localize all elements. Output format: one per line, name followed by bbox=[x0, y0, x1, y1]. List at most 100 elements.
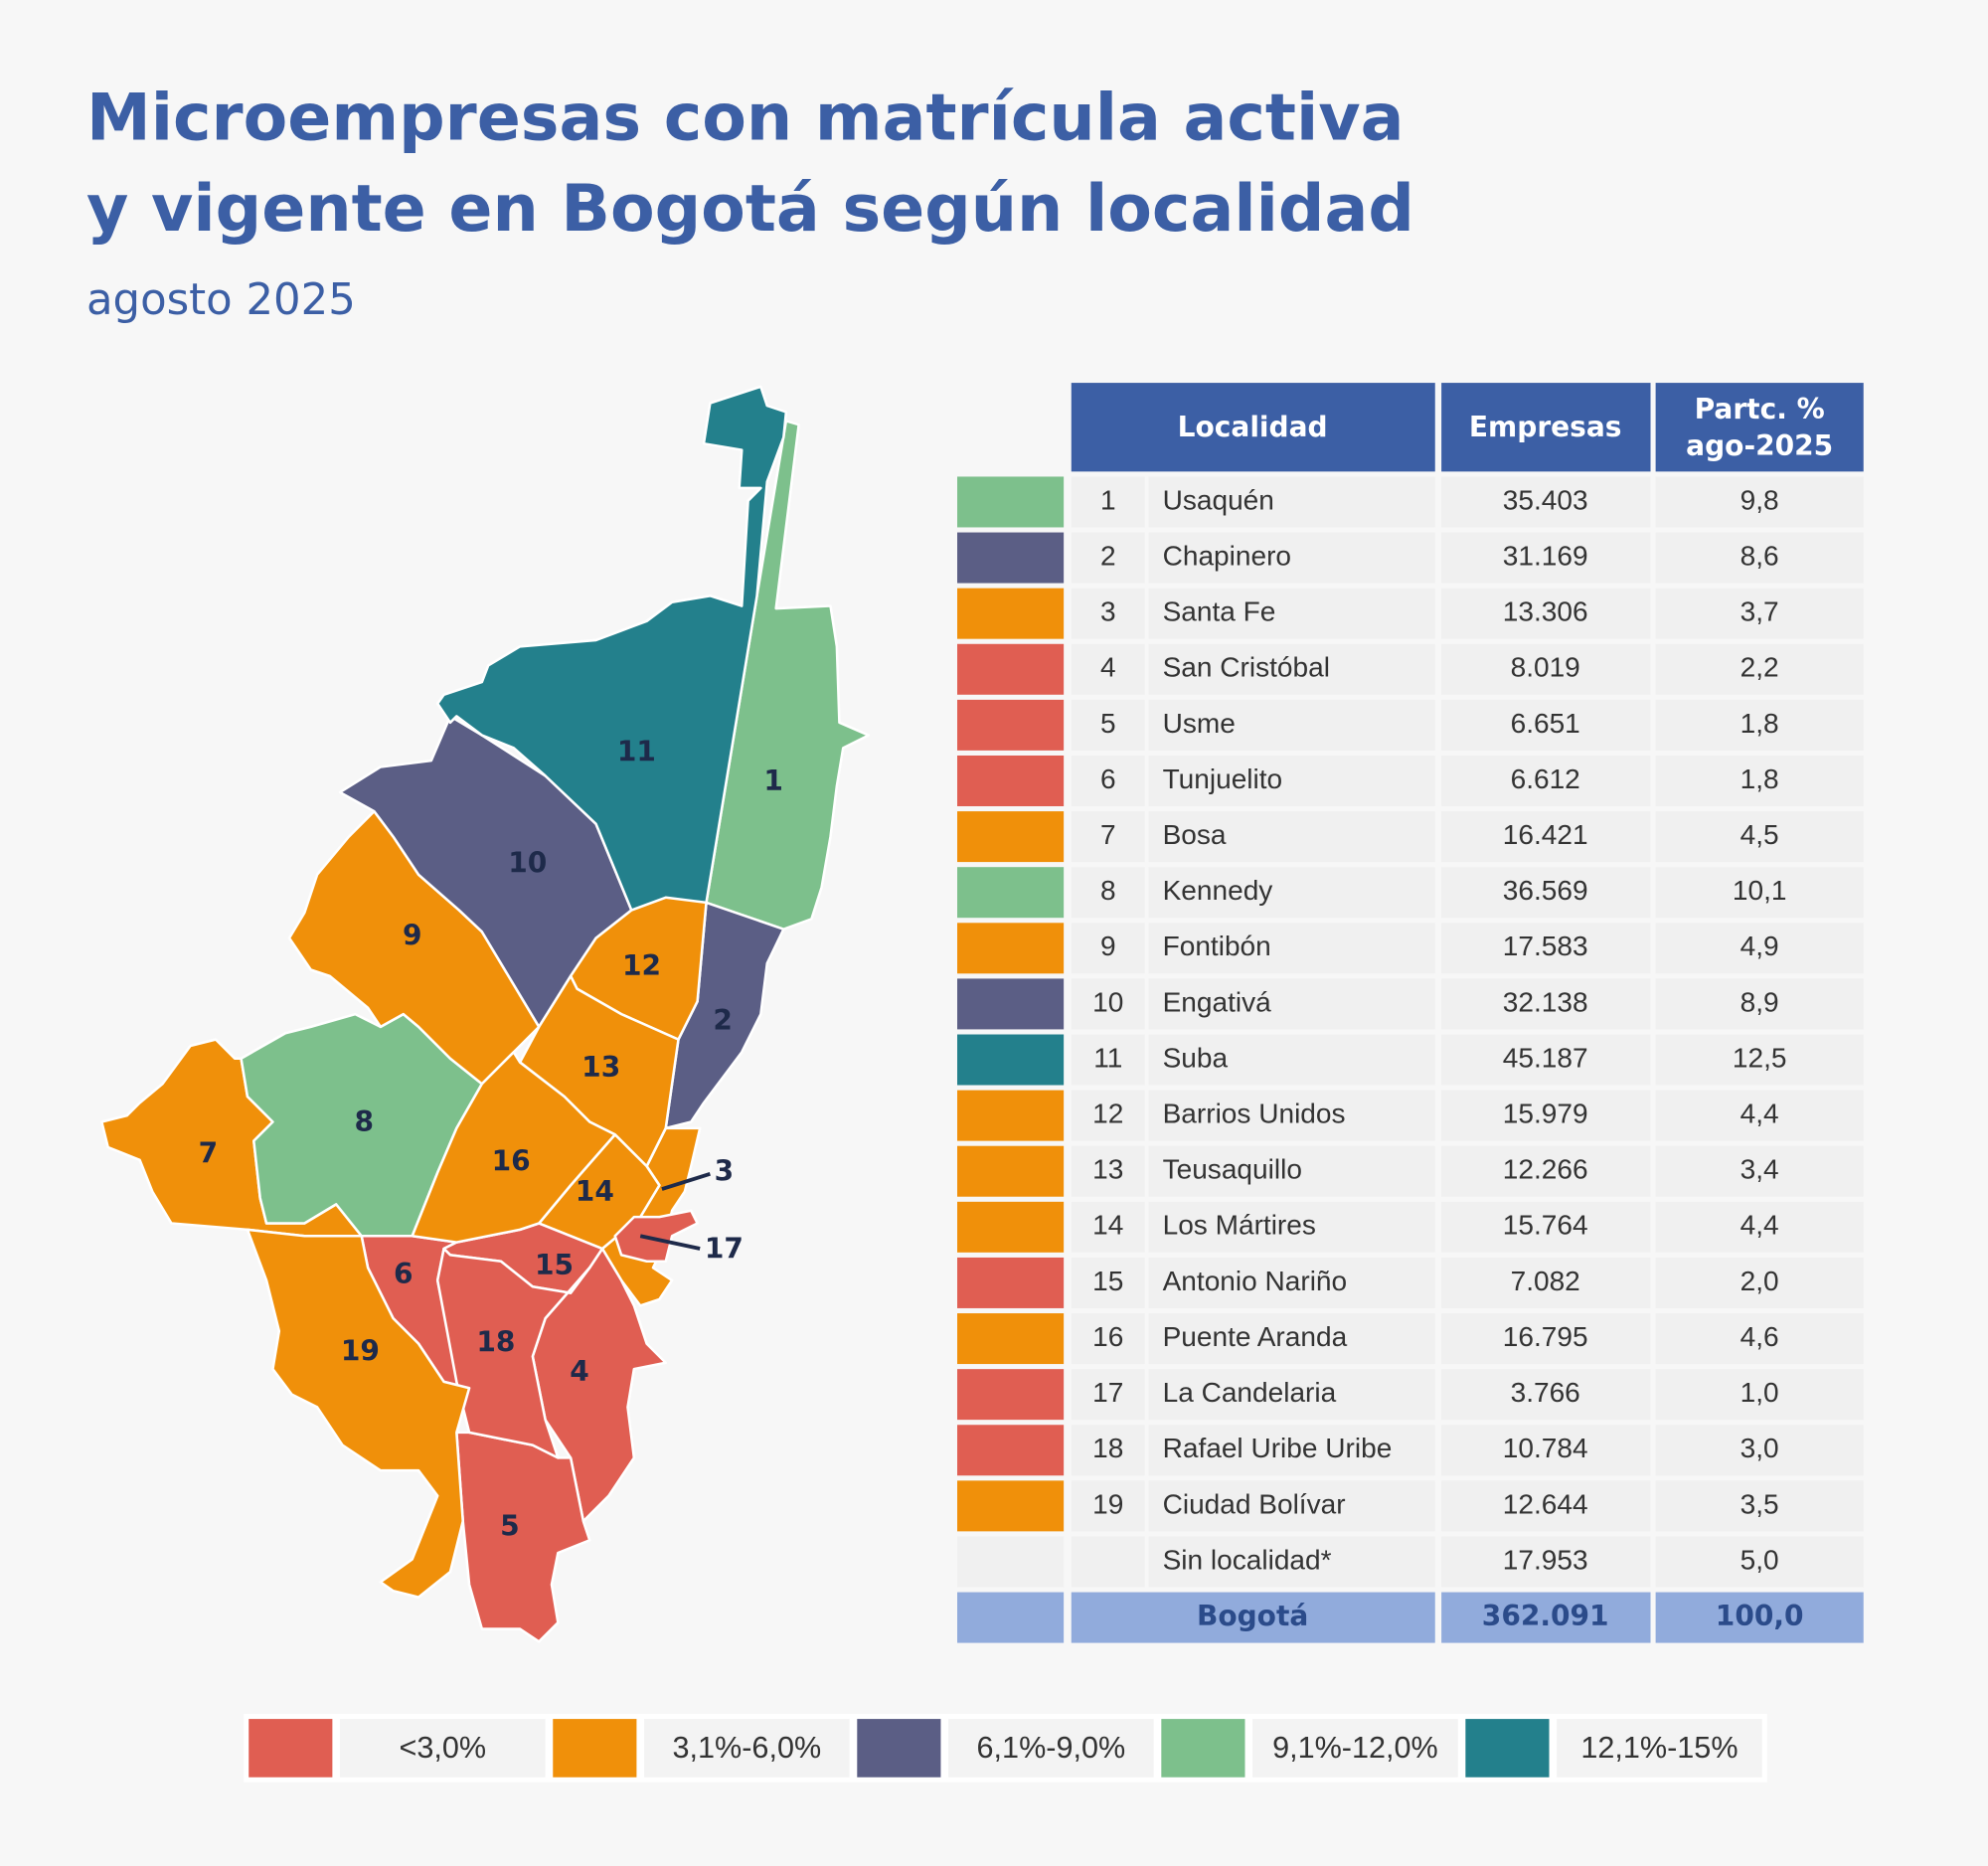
header-text: Empresas bbox=[1469, 411, 1622, 443]
row-empresas: 13.306 bbox=[1503, 596, 1588, 627]
cell bbox=[1655, 588, 1864, 639]
legend-label: 3,1%-6,0% bbox=[673, 1731, 822, 1765]
cell bbox=[1655, 1480, 1864, 1532]
row-share: 3,0 bbox=[1740, 1433, 1779, 1463]
cell bbox=[1148, 1369, 1435, 1421]
color-swatch bbox=[957, 643, 1065, 695]
cell bbox=[1071, 1034, 1145, 1086]
row-number: 16 bbox=[1092, 1321, 1123, 1352]
row-number: 7 bbox=[1100, 819, 1116, 850]
cell bbox=[1441, 1201, 1651, 1253]
cell bbox=[1148, 1145, 1435, 1197]
cell bbox=[1441, 1480, 1651, 1532]
color-swatch bbox=[957, 1480, 1065, 1532]
row-name: San Cristóbal bbox=[1163, 652, 1330, 683]
row-number: 14 bbox=[1092, 1210, 1123, 1241]
row-name: Teusaquillo bbox=[1163, 1154, 1302, 1185]
row-number: 17 bbox=[1092, 1377, 1123, 1408]
leader-line bbox=[661, 1171, 711, 1191]
header-text: Partc. % bbox=[1695, 393, 1825, 425]
row-name: La Candelaria bbox=[1163, 1377, 1337, 1408]
row-name: Antonio Nariño bbox=[1163, 1266, 1348, 1296]
color-swatch bbox=[957, 1257, 1065, 1308]
district-label: 3 bbox=[715, 1155, 735, 1188]
district-label: 18 bbox=[476, 1326, 515, 1359]
district-label: 15 bbox=[535, 1249, 574, 1281]
cell bbox=[1441, 978, 1651, 1030]
cell bbox=[1148, 532, 1435, 584]
legend-swatch bbox=[553, 1719, 637, 1778]
color-swatch bbox=[957, 978, 1065, 1030]
cell bbox=[1071, 867, 1145, 919]
row-name: Sin localidad* bbox=[1163, 1544, 1332, 1575]
cell bbox=[1071, 811, 1145, 863]
cell bbox=[1071, 1313, 1145, 1365]
row-name: Engativá bbox=[1163, 986, 1272, 1017]
district-label: 9 bbox=[403, 919, 422, 951]
color-swatch bbox=[957, 532, 1065, 584]
legend-box bbox=[948, 1719, 1154, 1778]
cell bbox=[1071, 978, 1145, 1030]
color-swatch bbox=[957, 1090, 1065, 1141]
cell bbox=[1655, 1034, 1864, 1086]
cell bbox=[1071, 1090, 1145, 1141]
cell bbox=[1655, 1201, 1864, 1253]
cell bbox=[1071, 1536, 1145, 1588]
color-swatch bbox=[957, 923, 1065, 974]
color-swatch bbox=[957, 1313, 1065, 1365]
row-name: Usme bbox=[1163, 708, 1236, 739]
row-name: Rafael Uribe Uribe bbox=[1163, 1433, 1393, 1463]
legend-label: 12,1%-15% bbox=[1580, 1731, 1738, 1765]
cell bbox=[1148, 978, 1435, 1030]
total-cell bbox=[1655, 1592, 1864, 1643]
cell bbox=[1441, 476, 1651, 528]
cell bbox=[1655, 923, 1864, 974]
row-number: 11 bbox=[1093, 1042, 1122, 1073]
cell bbox=[1441, 588, 1651, 639]
row-empresas: 45.187 bbox=[1503, 1042, 1588, 1073]
district bbox=[435, 385, 788, 912]
leader-line bbox=[639, 1234, 701, 1251]
row-empresas: 17.583 bbox=[1503, 931, 1588, 961]
cell bbox=[1441, 1257, 1651, 1308]
legend-swatch bbox=[1161, 1719, 1245, 1778]
row-number: 5 bbox=[1100, 708, 1116, 739]
cell bbox=[1441, 923, 1651, 974]
legend-box bbox=[340, 1719, 546, 1778]
row-number: 19 bbox=[1092, 1488, 1123, 1519]
cell bbox=[1071, 1201, 1145, 1253]
cell bbox=[1148, 1313, 1435, 1365]
title-line: Microempresas con matrícula activa bbox=[86, 81, 1405, 155]
cell bbox=[1655, 811, 1864, 863]
legend-swatch bbox=[857, 1719, 941, 1778]
cell bbox=[1441, 1090, 1651, 1141]
district-label: 13 bbox=[581, 1051, 620, 1084]
cell bbox=[1441, 1313, 1651, 1365]
district-label: 6 bbox=[394, 1258, 414, 1290]
total-name: Bogotá bbox=[1197, 1600, 1308, 1632]
color-swatch bbox=[957, 811, 1065, 863]
row-name: Bosa bbox=[1163, 819, 1227, 850]
cell bbox=[1148, 699, 1435, 751]
row-share: 12,5 bbox=[1733, 1042, 1787, 1073]
district-label: 8 bbox=[354, 1105, 374, 1138]
district-label: 17 bbox=[705, 1232, 744, 1265]
row-share: 9,8 bbox=[1740, 484, 1779, 515]
row-empresas: 8.019 bbox=[1511, 652, 1580, 683]
cell bbox=[1441, 811, 1651, 863]
cell bbox=[1148, 811, 1435, 863]
row-name: Barrios Unidos bbox=[1163, 1099, 1346, 1129]
cell bbox=[1071, 699, 1145, 751]
legend-swatch bbox=[248, 1719, 333, 1778]
header-cell bbox=[1071, 383, 1435, 472]
row-empresas: 7.082 bbox=[1511, 1266, 1580, 1296]
color-swatch bbox=[957, 1145, 1065, 1197]
total-empresas: 362.091 bbox=[1482, 1600, 1609, 1632]
row-name: Los Mártires bbox=[1163, 1210, 1316, 1241]
row-share: 8,9 bbox=[1740, 986, 1779, 1017]
cell bbox=[1655, 1257, 1864, 1308]
row-empresas: 36.569 bbox=[1503, 875, 1588, 906]
row-empresas: 15.764 bbox=[1503, 1210, 1588, 1241]
table: Localidad Empresas Partc. % ago-2025 1 Usaqué… bbox=[957, 383, 1864, 1643]
